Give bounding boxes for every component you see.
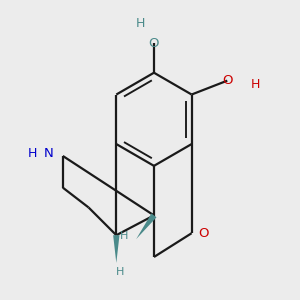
Text: O: O — [149, 37, 159, 50]
Text: H: H — [116, 267, 124, 277]
Text: H: H — [250, 78, 260, 91]
Polygon shape — [113, 235, 119, 263]
Text: H: H — [120, 231, 128, 241]
Text: O: O — [198, 227, 209, 240]
Polygon shape — [136, 214, 157, 239]
Text: H: H — [28, 148, 37, 160]
Text: N: N — [44, 148, 54, 160]
Text: H: H — [135, 17, 145, 30]
Text: O: O — [222, 74, 232, 87]
